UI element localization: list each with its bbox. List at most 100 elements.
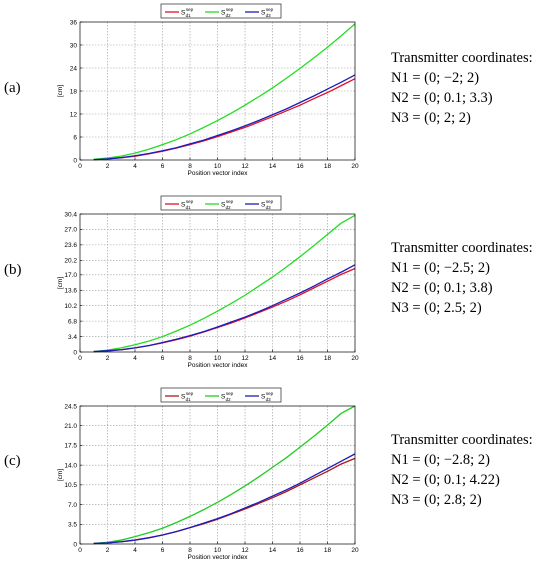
panel-label-a: (a) — [4, 80, 21, 96]
legend-box — [160, 3, 282, 19]
legend-label-d2: Ssep d2 — [221, 199, 234, 210]
y-tick-label: 10.5 — [64, 482, 77, 489]
y-tick-label: 6.8 — [68, 318, 77, 325]
series-line-d3 — [93, 264, 356, 353]
series-line-d2 — [93, 405, 356, 545]
legend-box — [160, 195, 282, 211]
x-tick-label: 10 — [214, 163, 222, 170]
x-axis-label: Position vector index — [188, 554, 249, 561]
y-tick-label: 18 — [70, 88, 78, 95]
chart-c: 0 2 4 6 8 10 12 14 16 18 20 0 3.5 7.0 10.5 14.0 17.5 21.0… — [0, 384, 370, 566]
legend-subscript: d3 — [266, 13, 272, 18]
chart-svg-b: 0 2 4 6 8 10 12 14 16 18 20 0 3.4 6.8 10.2 13.6 17.0 20.2… — [57, 195, 359, 369]
panel-label-c: (c) — [4, 453, 21, 469]
y-tick-label: 36 — [70, 19, 78, 26]
x-tick-label: 20 — [351, 163, 359, 170]
legend-label-d1: Ssep d1 — [181, 7, 194, 18]
series-line-d3 — [93, 453, 356, 545]
y-tick-label: 7.0 — [68, 502, 77, 509]
legend-subscript: d3 — [266, 397, 272, 402]
x-tick-label: 6 — [161, 163, 165, 170]
x-tick-label: 14 — [269, 355, 277, 362]
y-tick-label: 17.5 — [64, 443, 77, 450]
coords-n1-c: N1 = (0; −2.8; 2) — [391, 452, 490, 468]
coords-block-c: Transmitter coordinates: N1 = (0; −2.8; … — [391, 430, 550, 510]
x-tick-label: 6 — [161, 547, 165, 554]
legend-superscript: sep — [226, 391, 234, 396]
chart-b: 0 2 4 6 8 10 12 14 16 18 20 0 3.4 6.8 10.2 13.6 17.0 20.2… — [0, 192, 370, 374]
y-axis-label: [cm] — [57, 85, 64, 97]
legend-superscript: sep — [186, 199, 194, 204]
x-tick-label: 18 — [324, 355, 332, 362]
x-tick-label: 0 — [78, 163, 82, 170]
series-line-d2 — [93, 214, 356, 353]
legend-label-d3: Ssep d3 — [261, 199, 274, 210]
x-tick-label: 16 — [296, 547, 304, 554]
legend-label-d3: Ssep d3 — [261, 7, 274, 18]
legend-box — [160, 387, 282, 403]
x-tick-label: 2 — [106, 547, 110, 554]
legend-label-d3: Ssep d3 — [261, 391, 274, 402]
coords-n3-b: N3 = (0; 2.5; 2) — [391, 300, 482, 316]
panel-label-b: (b) — [4, 262, 22, 278]
y-tick-label: 21.0 — [64, 423, 77, 430]
x-tick-label: 12 — [241, 355, 249, 362]
x-tick-label: 12 — [241, 163, 249, 170]
legend-subscript: d3 — [266, 205, 272, 210]
x-tick-label: 20 — [351, 547, 359, 554]
legend-label-d2: Ssep d2 — [221, 7, 234, 18]
y-axis-label: [cm] — [57, 469, 64, 481]
coords-block-a: Transmitter coordinates: N1 = (0; −2; 2)… — [391, 48, 550, 128]
coords-title-a: Transmitter coordinates: — [391, 50, 533, 66]
x-axis-label: Position vector index — [188, 362, 249, 369]
axes-frame — [79, 213, 356, 353]
y-tick-label: 12 — [70, 111, 78, 118]
coords-n1-b: N1 = (0; −2.5; 2) — [391, 260, 490, 276]
axes-frame — [79, 405, 356, 545]
legend-subscript: d1 — [186, 205, 192, 210]
y-tick-label: 13.6 — [64, 288, 77, 295]
legend-label-d1: Ssep d1 — [181, 199, 194, 210]
legend-label-d1: Ssep d1 — [181, 391, 194, 402]
legend: Ssep d1 Ssep d2 Ssep d3 — [160, 195, 282, 211]
coords-title-c: Transmitter coordinates: — [391, 432, 533, 448]
x-tick-label: 16 — [296, 355, 304, 362]
x-tick-label: 4 — [133, 355, 137, 362]
legend-subscript: d1 — [186, 13, 192, 18]
y-tick-label: 6 — [73, 134, 77, 141]
x-tick-label: 14 — [269, 163, 277, 170]
chart-svg-c: 0 2 4 6 8 10 12 14 16 18 20 0 3.5 7.0 10.5 14.0 17.5 21.0… — [57, 387, 359, 561]
y-tick-label: 24 — [70, 65, 78, 72]
x-tick-label: 4 — [133, 547, 137, 554]
x-tick-label: 8 — [188, 163, 192, 170]
coords-title-b: Transmitter coordinates: — [391, 240, 533, 256]
x-tick-label: 10 — [214, 355, 222, 362]
y-tick-label: 0 — [73, 157, 77, 164]
y-axis-label: [cm] — [57, 277, 64, 289]
y-tick-label: 3.5 — [68, 522, 77, 529]
x-tick-label: 8 — [188, 547, 192, 554]
series-line-d3 — [93, 74, 356, 161]
y-tick-label: 3.4 — [68, 334, 77, 341]
coords-n3-a: N3 = (0; 2; 2) — [391, 110, 471, 126]
y-tick-label: 24.5 — [64, 403, 77, 410]
x-tick-label: 16 — [296, 163, 304, 170]
x-tick-label: 18 — [324, 163, 332, 170]
coords-n2-b: N2 = (0; 0.1; 3.8) — [391, 280, 493, 296]
chart-a: 0 2 4 6 8 10 12 14 16 18 20 0 6 12 18 24 30 36 Position ve… — [0, 0, 370, 182]
coords-n2-c: N2 = (0; 0.1; 4.22) — [391, 472, 500, 488]
legend-superscript: sep — [266, 199, 274, 204]
x-tick-label: 6 — [161, 355, 165, 362]
legend-superscript: sep — [266, 7, 274, 12]
coords-n2-a: N2 = (0; 0.1; 3.3) — [391, 90, 493, 106]
legend-superscript: sep — [186, 7, 194, 12]
y-tick-label: 17.0 — [64, 272, 77, 279]
x-axis-label: Position vector index — [188, 170, 249, 177]
legend-superscript: sep — [266, 391, 274, 396]
axes-frame — [79, 21, 356, 161]
x-tick-label: 12 — [241, 547, 249, 554]
x-tick-label: 20 — [351, 355, 359, 362]
y-tick-label: 23.6 — [64, 242, 77, 249]
x-tick-label: 0 — [78, 355, 82, 362]
legend-subscript: d1 — [186, 397, 192, 402]
